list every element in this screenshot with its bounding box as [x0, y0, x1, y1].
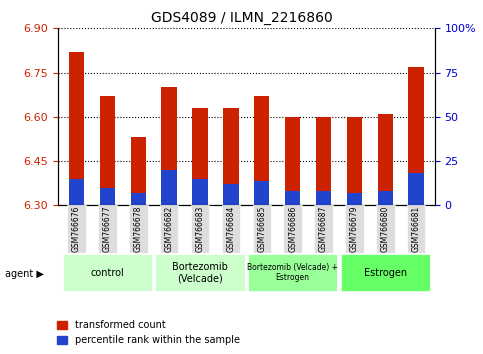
Bar: [347, 193, 362, 205]
Text: GSM766677: GSM766677: [103, 206, 112, 252]
Bar: [284, 205, 302, 253]
Text: Estrogen: Estrogen: [364, 268, 407, 278]
Bar: [347, 117, 362, 205]
Text: GSM766687: GSM766687: [319, 206, 328, 252]
Text: GSM766683: GSM766683: [196, 206, 204, 252]
Text: GSM766686: GSM766686: [288, 206, 297, 252]
Bar: [378, 191, 393, 205]
Text: Bortezomib (Velcade) +
Estrogen: Bortezomib (Velcade) + Estrogen: [247, 263, 338, 282]
Bar: [223, 184, 239, 205]
Bar: [130, 137, 146, 205]
Bar: [130, 193, 146, 205]
Bar: [314, 205, 333, 253]
Bar: [345, 205, 364, 253]
Text: GSM766678: GSM766678: [134, 206, 143, 252]
Text: GDS4089 / ILMN_2216860: GDS4089 / ILMN_2216860: [151, 11, 332, 25]
Bar: [223, 108, 239, 205]
Bar: [161, 170, 177, 205]
Bar: [316, 117, 331, 205]
Bar: [67, 205, 86, 253]
Text: GSM766676: GSM766676: [72, 206, 81, 252]
Bar: [99, 96, 115, 205]
Bar: [409, 67, 424, 205]
Bar: [285, 191, 300, 205]
Bar: [192, 179, 208, 205]
Bar: [378, 114, 393, 205]
Bar: [254, 96, 270, 205]
Bar: [316, 191, 331, 205]
Bar: [409, 173, 424, 205]
Bar: [98, 205, 116, 253]
Bar: [254, 181, 270, 205]
Text: GSM766681: GSM766681: [412, 206, 421, 252]
Bar: [222, 205, 240, 253]
Bar: [69, 52, 84, 205]
Bar: [63, 254, 152, 291]
Text: agent ▶: agent ▶: [5, 269, 43, 279]
Text: GSM766680: GSM766680: [381, 206, 390, 252]
Bar: [160, 205, 178, 253]
Bar: [192, 108, 208, 205]
Bar: [161, 87, 177, 205]
Bar: [191, 205, 209, 253]
Bar: [341, 254, 430, 291]
Bar: [99, 188, 115, 205]
Bar: [248, 254, 338, 291]
Text: GSM766682: GSM766682: [165, 206, 173, 252]
Bar: [376, 205, 395, 253]
Bar: [253, 205, 271, 253]
Bar: [285, 117, 300, 205]
Bar: [69, 179, 84, 205]
Bar: [407, 205, 426, 253]
Text: GSM766684: GSM766684: [227, 206, 235, 252]
Bar: [155, 254, 245, 291]
Bar: [129, 205, 147, 253]
Text: GSM766685: GSM766685: [257, 206, 266, 252]
Text: GSM766679: GSM766679: [350, 206, 359, 252]
Text: Bortezomib
(Velcade): Bortezomib (Velcade): [172, 262, 228, 284]
Legend: transformed count, percentile rank within the sample: transformed count, percentile rank withi…: [53, 316, 243, 349]
Text: control: control: [90, 268, 124, 278]
